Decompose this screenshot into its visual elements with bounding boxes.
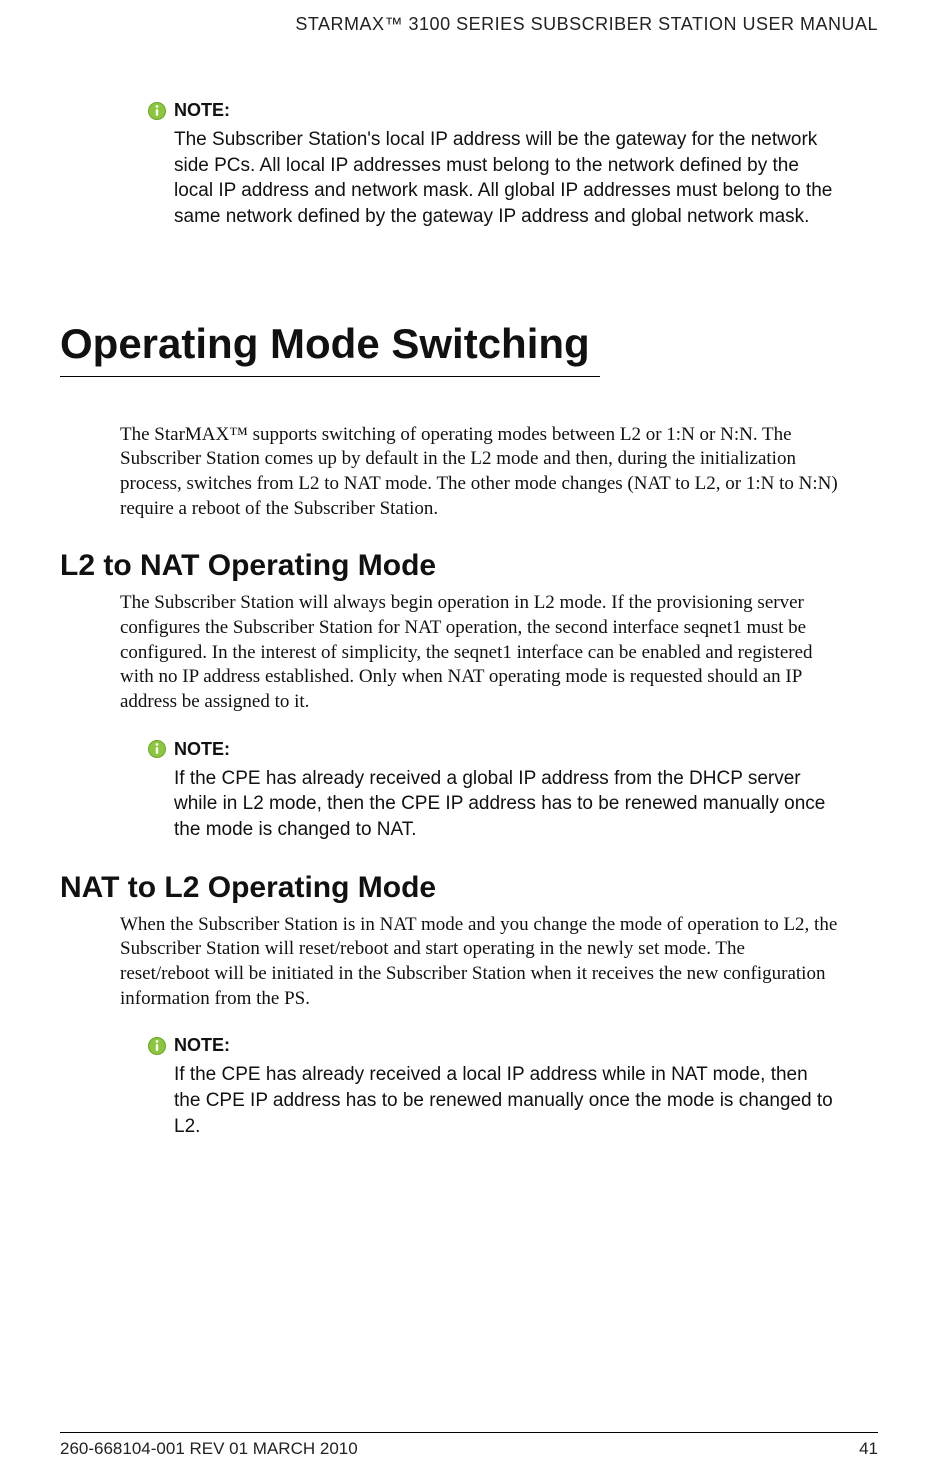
section-intro-paragraph: The StarMAX™ supports switching of opera… [120, 423, 838, 522]
note-head: NOTE: [148, 100, 838, 121]
footer-row: 260-668104-001 REV 01 MARCH 2010 41 [60, 1439, 878, 1459]
footer-docid: 260-668104-001 REV 01 MARCH 2010 [60, 1439, 358, 1459]
info-icon [148, 102, 166, 120]
info-icon [148, 740, 166, 758]
note-block-3: NOTE: If the CPE has already received a … [148, 1035, 838, 1139]
note-body: If the CPE has already received a local … [174, 1062, 838, 1139]
note-block-1: NOTE: The Subscriber Station's local IP … [148, 100, 838, 230]
note-head: NOTE: [148, 739, 838, 760]
heading-rule [60, 376, 600, 377]
note-body: The Subscriber Station's local IP addres… [174, 127, 838, 230]
l2-to-nat-paragraph: The Subscriber Station will always begin… [120, 591, 838, 714]
content-area: NOTE: The Subscriber Station's local IP … [60, 0, 878, 1139]
note-block-2: NOTE: If the CPE has already received a … [148, 739, 838, 843]
page: STARMAX™ 3100 SERIES SUBSCRIBER STATION … [0, 0, 938, 1481]
note-label: NOTE: [174, 100, 230, 121]
note-label: NOTE: [174, 1035, 230, 1056]
info-icon [148, 1037, 166, 1055]
note-label: NOTE: [174, 739, 230, 760]
heading-l2-to-nat: L2 to NAT Operating Mode [60, 549, 878, 583]
footer-page-number: 41 [859, 1439, 878, 1459]
heading-operating-mode-switching: Operating Mode Switching [60, 320, 878, 368]
page-header: STARMAX™ 3100 SERIES SUBSCRIBER STATION … [295, 14, 878, 35]
note-body: If the CPE has already received a global… [174, 766, 838, 843]
nat-to-l2-paragraph: When the Subscriber Station is in NAT mo… [120, 913, 838, 1012]
header-title: STARMAX™ 3100 SERIES SUBSCRIBER STATION … [295, 14, 878, 34]
note-head: NOTE: [148, 1035, 838, 1056]
page-footer: 260-668104-001 REV 01 MARCH 2010 41 [60, 1432, 878, 1459]
heading-nat-to-l2: NAT to L2 Operating Mode [60, 871, 878, 905]
footer-rule [60, 1432, 878, 1433]
